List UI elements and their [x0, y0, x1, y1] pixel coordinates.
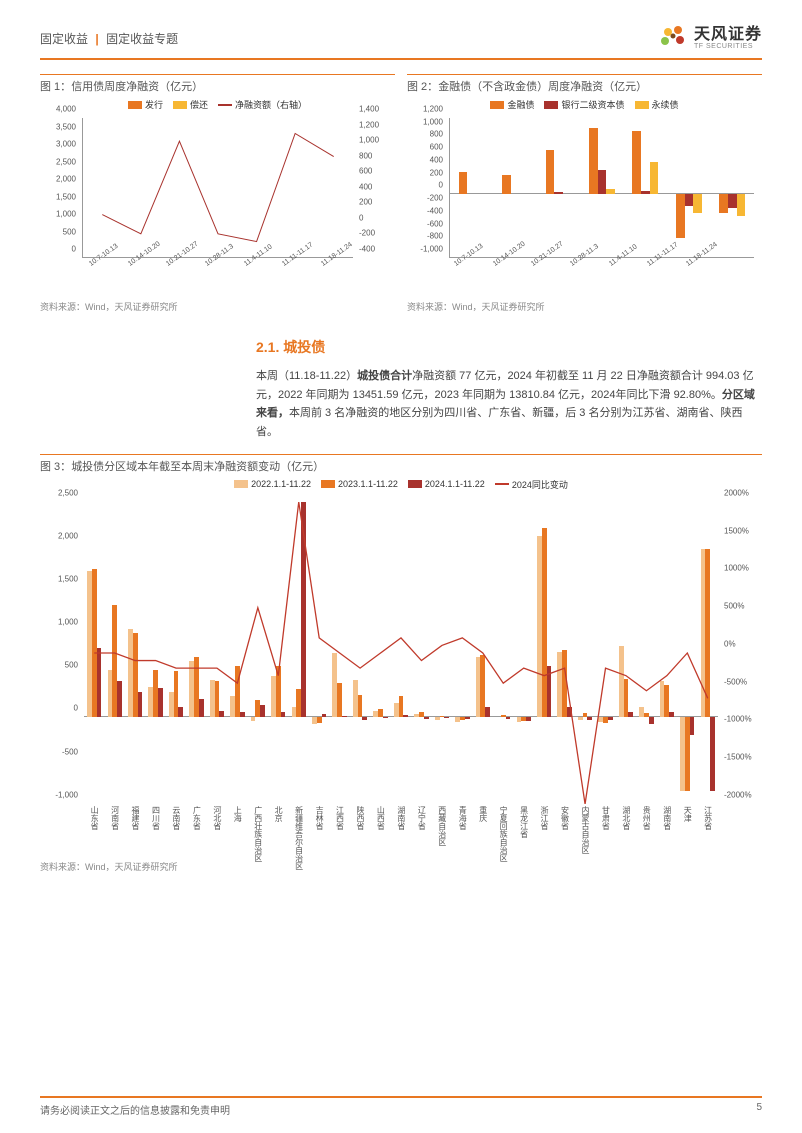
section-num: 2.1. [256, 339, 279, 355]
logo: 天风证券 TF SECURITIES [658, 24, 762, 52]
page-footer: 请务必阅读正文之后的信息披露和免责申明 5 [40, 1096, 762, 1117]
chart1-source: 资料来源：Wind，天风证券研究所 [40, 300, 395, 313]
chart1-prefix: 图 1： [40, 81, 71, 93]
chart3-title: 图 3：城投债分区域本年截至本周末净融资额变动（亿元） [40, 454, 762, 474]
legend-label: 2023.1.1-11.22 [338, 479, 398, 489]
legend-swatch [234, 480, 248, 488]
chart2-title: 图 2：金融债（不含政金债）周度净融资（亿元） [407, 74, 762, 94]
legend-item: 偿还 [173, 98, 208, 111]
legend-label: 2024.1.1-11.22 [425, 479, 485, 489]
chart3-source: 资料来源：Wind，天风证券研究所 [40, 860, 762, 873]
footer-disclaimer: 请务必阅读正文之后的信息披露和免责申明 [40, 1102, 230, 1117]
legend-item: 2024.1.1-11.22 [408, 478, 485, 491]
legend-swatch [635, 101, 649, 109]
legend-item: 净融资额（右轴） [218, 98, 307, 111]
logo-cn: 天风证券 [694, 27, 762, 43]
chart2-source: 资料来源：Wind，天风证券研究所 [407, 300, 762, 313]
page-header: 固定收益 | 固定收益专题 天风证券 TF SECURITIES [40, 24, 762, 60]
legend-label: 偿还 [190, 98, 208, 111]
chart3-prefix: 图 3： [40, 461, 71, 473]
legend-swatch [408, 480, 422, 488]
chart2-pane: 金融债银行二级资本债永续债-1,000-800-600-400-20002004… [407, 98, 762, 298]
header-cat2: 固定收益专题 [106, 32, 178, 46]
chart1-block: 图 1：信用债周度净融资（亿元） 发行偿还净融资额（右轴）05001,0001,… [40, 74, 395, 313]
legend-swatch [218, 104, 232, 106]
chart2-title-text: 金融债（不含政金债）周度净融资（亿元） [438, 81, 647, 93]
legend-swatch [495, 483, 509, 485]
chart1-pane: 发行偿还净融资额（右轴）05001,0001,5002,0002,5003,00… [40, 98, 395, 298]
legend-item: 发行 [128, 98, 163, 111]
chart-legend: 金融债 银行二级资本债 永续债 [407, 98, 762, 111]
chart3-title-text: 城投债分区域本年截至本周末净融资额变动（亿元） [71, 461, 324, 473]
chart1-title: 图 1：信用债周度净融资（亿元） [40, 74, 395, 94]
section-title: 城投债 [283, 339, 325, 355]
p1e: 本周前 3 名净融资的地区分别为四川省、广东省、新疆，后 3 名分别为江苏省、湖… [256, 407, 742, 438]
section-heading: 2.1. 城投债 [256, 337, 762, 357]
legend-swatch [544, 101, 558, 109]
legend-label: 2024同比变动 [512, 478, 568, 491]
p1a: 本周（11.18-11.22） [256, 370, 357, 382]
legend-swatch [128, 101, 142, 109]
legend-label: 净融资额（右轴） [235, 98, 307, 111]
legend-item: 银行二级资本债 [544, 98, 624, 111]
legend-label: 金融债 [507, 98, 534, 111]
legend-swatch [321, 480, 335, 488]
p1b: 城投债合计 [357, 370, 412, 382]
header-cat1: 固定收益 [40, 32, 88, 46]
chart3-pane: 2022.1.1-11.22 2023.1.1-11.22 2024.1.1-11.… [40, 478, 762, 858]
legend-label: 永续债 [652, 98, 679, 111]
chart2-block: 图 2：金融债（不含政金债）周度净融资（亿元） 金融债银行二级资本债永续债-1,… [407, 74, 762, 313]
footer-page: 5 [756, 1102, 762, 1117]
legend-item: 永续债 [635, 98, 679, 111]
legend-label: 2022.1.1-11.22 [251, 479, 311, 489]
logo-en: TF SECURITIES [694, 43, 762, 50]
chart-legend: 发行 偿还 净融资额（右轴） [40, 98, 395, 111]
chart2-prefix: 图 2： [407, 81, 438, 93]
header-category: 固定收益 | 固定收益专题 [40, 30, 178, 47]
legend-label: 银行二级资本债 [561, 98, 624, 111]
legend-swatch [490, 101, 504, 109]
legend-item: 2022.1.1-11.22 [234, 478, 311, 491]
section-paragraph: 本周（11.18-11.22）城投债合计净融资额 77 亿元，2024 年初截至… [256, 367, 762, 442]
chart-legend: 2022.1.1-11.22 2023.1.1-11.22 2024.1.1-11.… [40, 478, 762, 491]
logo-icon [658, 24, 688, 52]
legend-swatch [173, 101, 187, 109]
legend-item: 2024同比变动 [495, 478, 568, 491]
legend-item: 金融债 [490, 98, 534, 111]
legend-item: 2023.1.1-11.22 [321, 478, 398, 491]
chart1-title-text: 信用债周度净融资（亿元） [71, 81, 203, 93]
legend-label: 发行 [145, 98, 163, 111]
header-sep: | [95, 32, 98, 46]
